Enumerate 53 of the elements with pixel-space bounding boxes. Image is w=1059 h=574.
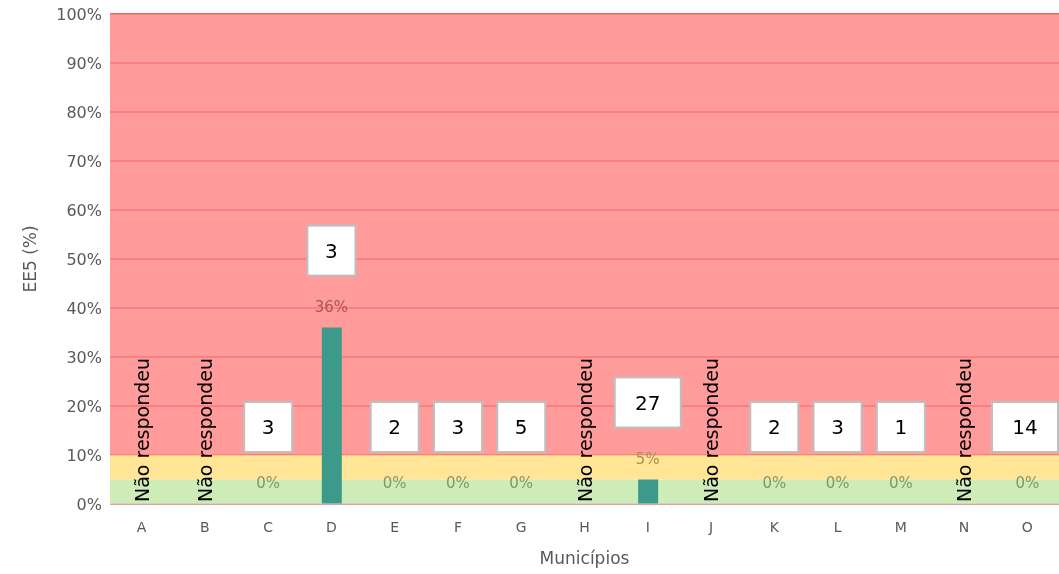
x-tick-label: I [645,518,650,535]
x-axis-title: Municípios [539,548,630,568]
data-label: 0% [762,474,787,492]
x-tick-label: O [1021,518,1033,535]
annotation: 2 [767,415,781,439]
y-tick-label: 50% [66,249,102,269]
text: Não respondeu [573,357,596,502]
x-tick-label: A [136,518,147,535]
y-tick-label: 10% [66,445,102,465]
text: Não respondeu [700,357,723,502]
data-label: 5% [635,449,660,468]
data-label: 0% [888,474,913,492]
text: Não respondeu [953,357,976,502]
annotation: 5 [514,415,528,439]
x-tick-label: E [390,518,400,535]
x-tick-label: L [833,518,842,535]
y-tick-label: 40% [66,298,102,318]
y-tick-label: 90% [66,53,102,73]
data-label: 0% [382,474,407,492]
annotation: 3 [261,415,275,439]
text: Não respondeu [193,357,216,502]
annotation: 3 [325,238,338,263]
annotation: 3 [451,415,465,439]
y-tick-label: 20% [66,396,102,416]
annotation: 2 [388,415,402,439]
annotation: 1 [894,415,908,439]
y-tick-label: 70% [66,151,102,171]
y-tick-label: 100% [56,4,102,24]
data-label: 0% [256,474,281,492]
x-tick-label: N [958,518,970,535]
data-label: 0% [1015,474,1040,492]
x-tick-label: C [263,518,274,535]
x-tick-label: J [707,518,714,535]
data-label: 0% [509,474,534,492]
annotation: 14 [1012,415,1038,439]
x-tick-label: H [579,518,590,535]
data-label: 0% [825,474,850,492]
data-label: 0% [446,474,470,492]
x-tick-label: K [769,518,780,535]
text: Não respondeu [130,357,153,502]
x-tick-label: G [515,518,527,535]
x-tick-label: D [326,518,337,535]
x-tick-label: F [453,518,462,535]
y-tick-label: 60% [66,200,102,220]
data-label: 36% [314,297,349,316]
x-tick-label: B [200,518,210,535]
y-tick-label: 0% [76,494,102,514]
annotation: 3 [831,415,844,439]
y-tick-label: 30% [66,347,102,367]
y-axis-title: EE5 (%) [20,225,41,293]
x-tick-label: M [894,518,907,535]
annotation: 27 [635,390,661,415]
y-tick-label: 80% [66,102,102,122]
